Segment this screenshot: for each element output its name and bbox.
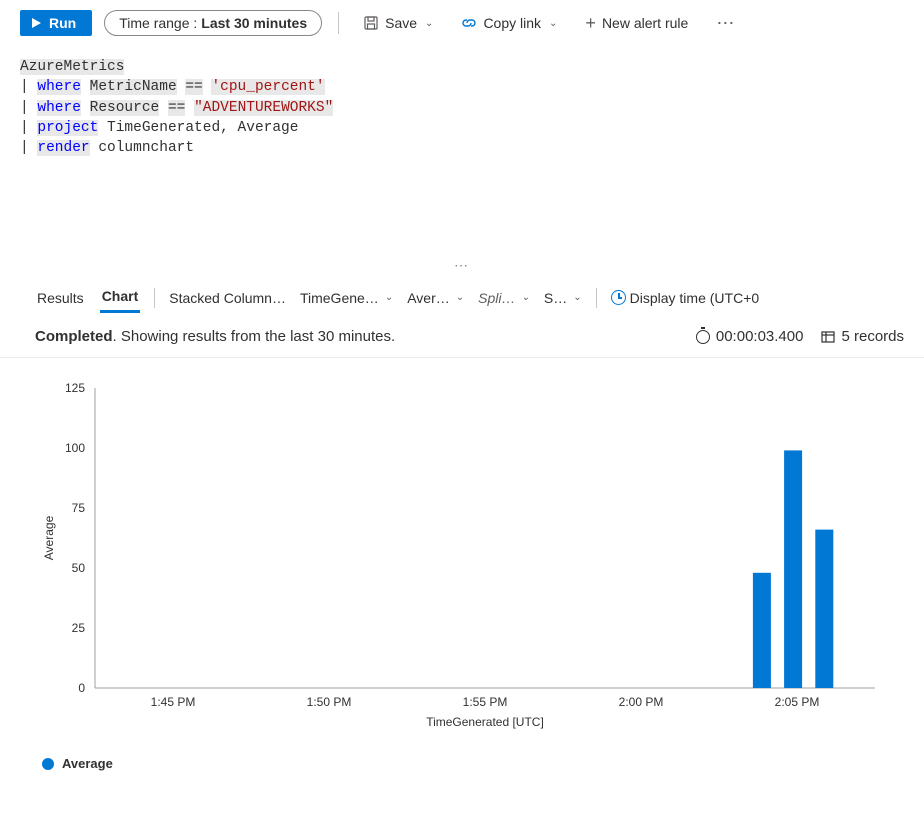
duration-value: 00:00:03.400 xyxy=(716,328,804,345)
record-count: 5 records xyxy=(821,328,904,345)
svg-text:2:05 PM: 2:05 PM xyxy=(775,695,820,709)
records-value: 5 records xyxy=(841,328,904,345)
display-time-dropdown[interactable]: Display time (UTC+0 xyxy=(611,290,760,306)
duration: 00:00:03.400 xyxy=(696,328,804,345)
run-label: Run xyxy=(49,15,76,31)
chart-type-dropdown[interactable]: Stacked Column… xyxy=(169,290,286,306)
play-icon xyxy=(32,18,41,28)
new-alert-label: New alert rule xyxy=(602,15,688,31)
save-button[interactable]: Save ⌄ xyxy=(355,11,441,35)
save-label: Save xyxy=(385,15,417,31)
svg-text:Average: Average xyxy=(42,515,56,560)
legend-label: Average xyxy=(62,756,113,771)
y-axis-dropdown[interactable]: Aver… ⌄ xyxy=(407,290,464,306)
chevron-down-icon: ⌄ xyxy=(522,292,530,303)
svg-text:2:00 PM: 2:00 PM xyxy=(619,695,664,709)
plus-icon: + xyxy=(585,14,596,32)
status-detail: . Showing results from the last 30 minut… xyxy=(113,328,396,345)
copy-link-button[interactable]: Copy link ⌄ xyxy=(453,11,565,35)
completed-label: Completed xyxy=(35,328,113,345)
y-axis-label: Aver… xyxy=(407,290,450,306)
status-metrics: 00:00:03.400 5 records xyxy=(696,328,904,345)
split-dropdown[interactable]: Spli… ⌄ xyxy=(478,290,530,306)
x-axis-label: TimeGene… xyxy=(300,290,379,306)
chart-legend: Average xyxy=(0,748,924,771)
divider xyxy=(596,288,597,308)
toolbar: Run Time range : Last 30 minutes Save ⌄ … xyxy=(0,0,924,45)
svg-text:25: 25 xyxy=(72,621,86,635)
more-menu[interactable]: ⋯ xyxy=(708,13,743,34)
query-editor[interactable]: AzureMetrics | where MetricName == 'cpu_… xyxy=(0,45,924,255)
divider xyxy=(154,288,155,308)
new-alert-button[interactable]: + New alert rule xyxy=(577,10,696,36)
run-button[interactable]: Run xyxy=(20,10,92,36)
time-range-label: Time range : xyxy=(119,15,197,31)
chart-type-label: Stacked Column… xyxy=(169,290,286,306)
records-icon xyxy=(821,330,835,344)
divider xyxy=(338,12,339,34)
copy-link-label: Copy link xyxy=(483,15,541,31)
svg-text:1:50 PM: 1:50 PM xyxy=(307,695,352,709)
chevron-down-icon: ⌄ xyxy=(425,18,433,29)
time-range-selector[interactable]: Time range : Last 30 minutes xyxy=(104,10,322,36)
tab-results[interactable]: Results xyxy=(35,284,86,312)
aggregation-dropdown[interactable]: S… ⌄ xyxy=(544,290,582,306)
chevron-down-icon: ⌄ xyxy=(549,18,557,29)
chart-area: 0 25 50 75 100 125 1:45 PM 1:50 PM 1:55 PM 2:00 P… xyxy=(0,358,924,748)
chevron-down-icon: ⌄ xyxy=(456,292,464,303)
svg-text:TimeGenerated [UTC]: TimeGenerated [UTC] xyxy=(426,715,544,729)
x-axis-dropdown[interactable]: TimeGene… ⌄ xyxy=(300,290,393,306)
chevron-down-icon: ⌄ xyxy=(573,292,581,303)
svg-text:125: 125 xyxy=(65,381,85,395)
display-time-label: Display time (UTC+0 xyxy=(630,290,760,306)
column-chart: 0 25 50 75 100 125 1:45 PM 1:50 PM 1:55 PM 2:00 P… xyxy=(35,378,895,738)
svg-text:1:45 PM: 1:45 PM xyxy=(151,695,196,709)
svg-text:0: 0 xyxy=(78,681,85,695)
status-row: Completed. Showing results from the last… xyxy=(0,314,924,358)
stopwatch-icon xyxy=(696,330,710,344)
svg-text:1:55 PM: 1:55 PM xyxy=(463,695,508,709)
time-range-value: Last 30 minutes xyxy=(201,15,307,31)
save-icon xyxy=(363,15,379,31)
chevron-down-icon: ⌄ xyxy=(385,292,393,303)
svg-text:50: 50 xyxy=(72,561,86,575)
split-handle[interactable]: ⋯ xyxy=(0,255,924,276)
link-icon xyxy=(461,15,477,31)
svg-text:100: 100 xyxy=(65,441,85,455)
agg-label: S… xyxy=(544,290,567,306)
svg-text:75: 75 xyxy=(72,501,86,515)
legend-swatch xyxy=(42,758,54,770)
clock-icon xyxy=(611,290,626,305)
result-tabs: Results Chart Stacked Column… TimeGene… … xyxy=(0,276,924,314)
tab-chart[interactable]: Chart xyxy=(100,282,141,313)
status-text: Completed. Showing results from the last… xyxy=(35,328,395,345)
split-label: Spli… xyxy=(478,290,515,306)
